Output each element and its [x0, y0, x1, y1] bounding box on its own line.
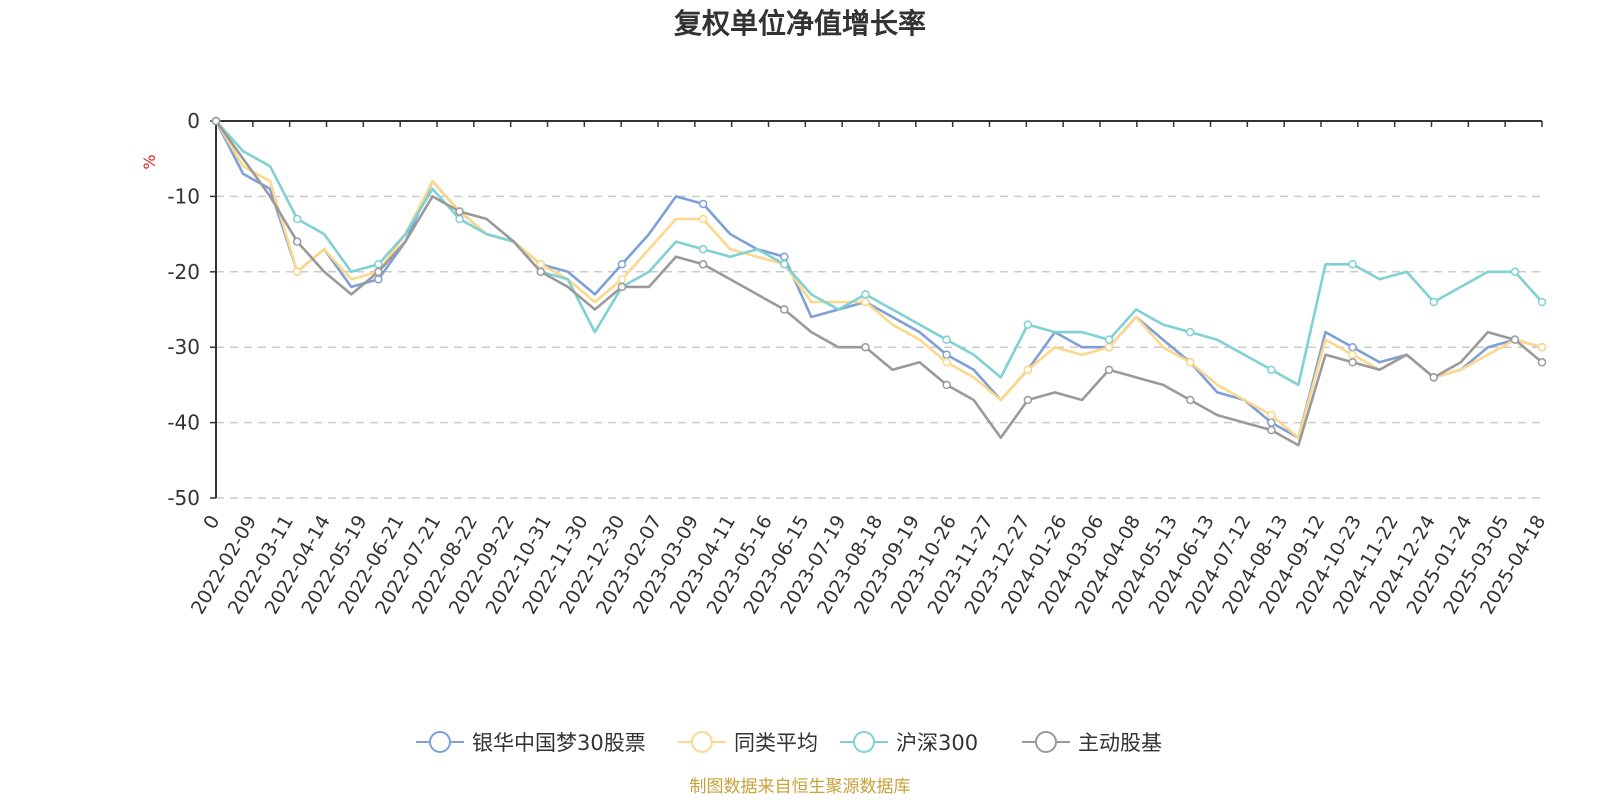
legend-marker: [853, 731, 875, 753]
series-point: [1185, 327, 1195, 337]
series-point: [942, 350, 951, 359]
series-point: [861, 297, 870, 307]
series-point: [1510, 335, 1520, 344]
series-point: [861, 290, 870, 299]
series-point: [292, 214, 302, 224]
y-tick-labels: 0 -10 -20 -30 -40 -50: [167, 109, 216, 510]
series-point: [617, 282, 627, 292]
legend-item[interactable]: 银华中国梦30股票: [416, 731, 646, 755]
series-point: [698, 214, 708, 224]
legend-label: 沪深300: [896, 731, 978, 755]
series-point: [1104, 342, 1114, 352]
series-point: [374, 260, 383, 269]
series-point: [780, 305, 789, 314]
series-point: [1185, 395, 1195, 405]
series-point: [1348, 342, 1357, 352]
y-tick-label: -40: [167, 411, 200, 435]
series-point: [1348, 260, 1357, 269]
series-point: [1510, 267, 1520, 277]
series-point: [1429, 297, 1439, 307]
series-point: [1348, 358, 1357, 367]
legend-item[interactable]: 同类平均: [678, 731, 818, 755]
legend[interactable]: 银华中国梦30股票 同类平均 沪深300 主动股基: [416, 731, 1162, 755]
y-tick-label: -20: [167, 260, 200, 284]
series-point: [374, 267, 383, 277]
series-line: [214, 120, 1543, 439]
y-tick-label: -10: [167, 184, 200, 208]
y-tick-label: -30: [167, 335, 200, 359]
legend-marker: [1035, 731, 1057, 753]
series-point: [536, 260, 545, 269]
series-point: [942, 335, 951, 344]
series-point: [1537, 342, 1547, 352]
series-point: [698, 244, 708, 254]
series-point: [1429, 373, 1439, 382]
series-line: [214, 120, 1543, 439]
series-point: [617, 275, 627, 284]
series-point: [1104, 365, 1114, 375]
series-point: [1348, 350, 1357, 359]
chart-title: 复权单位净值增长率: [674, 7, 926, 40]
series-point: [455, 214, 464, 224]
legend-label: 银华中国梦30股票: [472, 731, 646, 755]
series-point: [780, 252, 789, 261]
series-point: [1104, 335, 1114, 344]
series-point: [617, 260, 627, 269]
series-point: [861, 342, 870, 352]
series-point: [1537, 358, 1547, 367]
series-point: [698, 260, 708, 269]
y-axis-unit: %: [140, 154, 159, 169]
series-point: [1267, 425, 1276, 435]
series-point: [780, 260, 789, 269]
legend-item[interactable]: 沪深300: [840, 731, 978, 755]
x-tick-labels: 02022-02-092022-03-112022-04-142022-05-1…: [187, 121, 1550, 618]
series-point: [536, 267, 545, 277]
legend-marker: [429, 731, 451, 753]
legend-label: 主动股基: [1078, 731, 1162, 755]
source-note: 制图数据来自恒生聚源数据库: [690, 777, 911, 797]
series-point: [374, 275, 383, 284]
series-line: [214, 120, 1543, 447]
series-point: [292, 237, 302, 246]
series-point: [1267, 410, 1276, 420]
series-line: [215, 120, 1543, 387]
y-tick-label: 0: [187, 109, 200, 133]
grid-lines: [216, 195, 1542, 499]
series-point: [1537, 297, 1547, 307]
legend-item[interactable]: 主动股基: [1022, 731, 1162, 755]
series-point: [292, 267, 302, 277]
series-point: [1023, 365, 1033, 375]
series-point: [1023, 320, 1033, 329]
series-lines: [211, 116, 1547, 447]
legend-marker: [691, 731, 713, 753]
series-point: [1267, 418, 1276, 427]
series-point: [1023, 395, 1033, 405]
series-point: [942, 358, 951, 367]
series-point: [698, 199, 708, 209]
series-point: [942, 380, 951, 390]
series-point: [211, 116, 221, 126]
x-tick-label: 0: [199, 512, 224, 533]
series-point: [1185, 358, 1195, 367]
legend-label: 同类平均: [734, 731, 818, 755]
series-point: [1267, 365, 1276, 375]
series-point: [455, 207, 464, 216]
y-tick-label: -50: [167, 486, 200, 510]
